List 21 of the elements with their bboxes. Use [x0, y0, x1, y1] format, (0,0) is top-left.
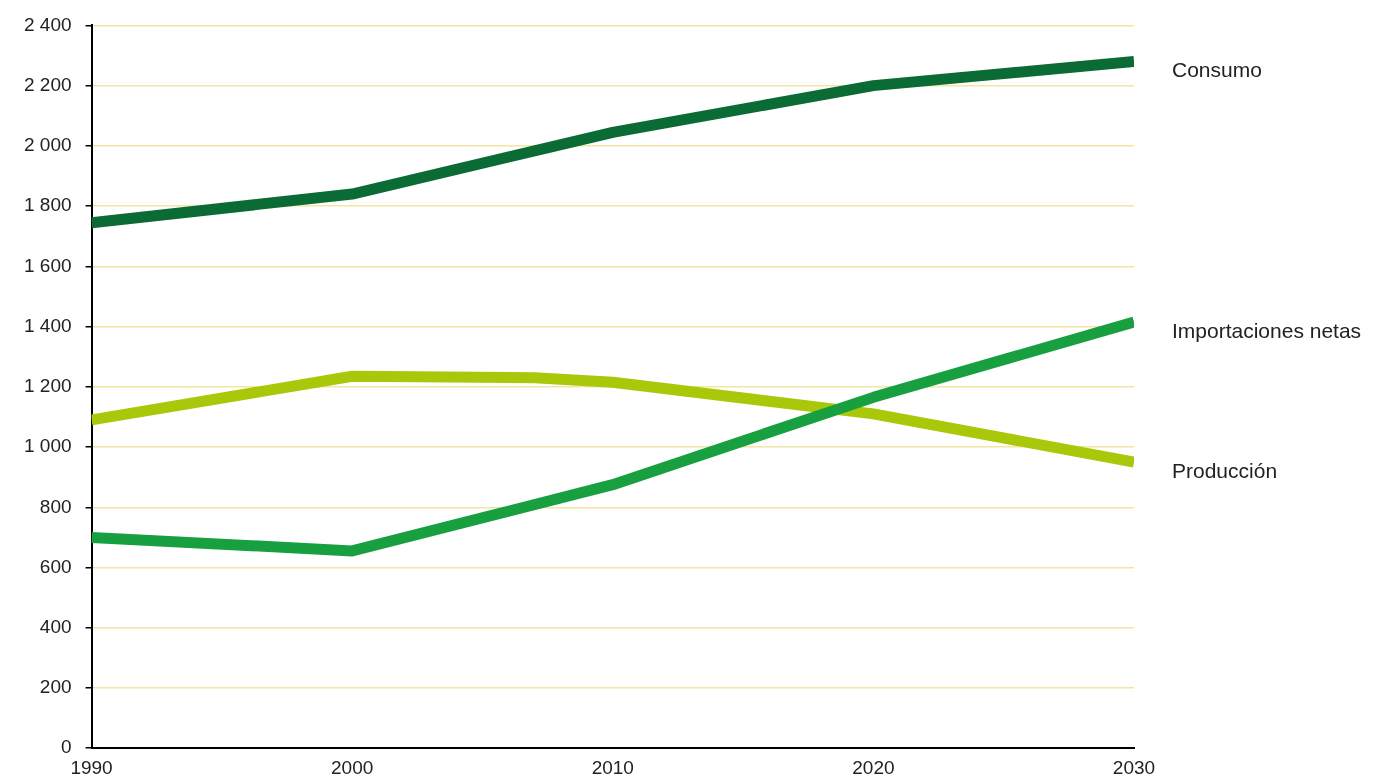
series-label: Consumo	[1172, 58, 1262, 82]
y-tick-label: 2 400	[24, 13, 72, 35]
y-tick-label: 0	[60, 736, 72, 758]
y-tick-label: 400	[39, 615, 72, 637]
y-tick-label: 1 400	[24, 314, 72, 336]
y-tick-label: 1 600	[24, 254, 72, 276]
y-tick-label: 200	[39, 676, 72, 698]
series-label: Producción	[1172, 458, 1278, 482]
y-tick-label: 1 200	[24, 375, 72, 397]
y-tick-label: 1 800	[24, 194, 72, 216]
x-tick-label: 2010	[591, 756, 634, 778]
y-tick-label: 2 200	[24, 73, 72, 95]
y-tick-label: 600	[39, 555, 72, 577]
x-tick-label: 1990	[70, 756, 113, 778]
y-tick-label: 800	[39, 495, 72, 517]
series-label: Importaciones netas	[1172, 318, 1362, 342]
y-tick-label: 2 000	[24, 134, 72, 156]
y-tick-label: 1 000	[24, 435, 72, 457]
x-tick-label: 2030	[1112, 756, 1156, 778]
x-tick-label: 2000	[331, 756, 374, 778]
x-tick-label: 2020	[852, 756, 895, 778]
